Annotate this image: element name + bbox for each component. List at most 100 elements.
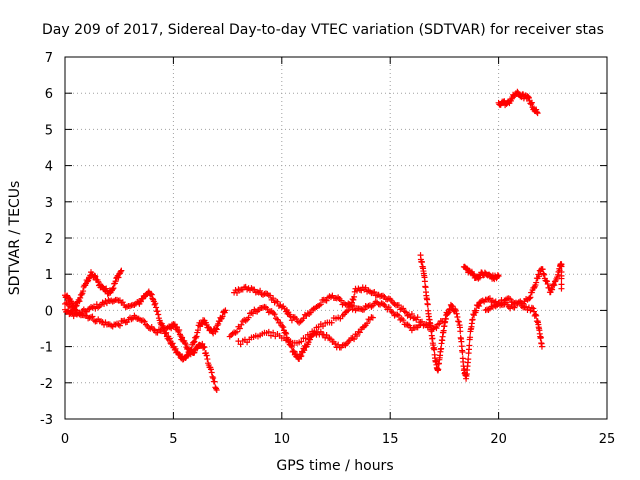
data-point (541, 271, 548, 278)
data-point (212, 384, 219, 391)
y-tick-label: -1 (40, 341, 53, 356)
data-point (103, 285, 110, 292)
data-point (379, 292, 386, 299)
data-point (273, 315, 280, 322)
data-point (351, 293, 358, 300)
data-point (317, 301, 324, 308)
data-point (80, 288, 87, 295)
data-point (257, 287, 264, 294)
y-tick-label: 0 (45, 304, 53, 319)
data-point (88, 314, 95, 321)
data-point (398, 315, 405, 322)
y-tick-label: 4 (45, 160, 53, 175)
x-tick-label: 20 (490, 432, 507, 447)
x-axis-label: GPS time / hours (276, 458, 393, 474)
data-point (532, 311, 539, 318)
data-point (351, 336, 358, 343)
data-point (238, 321, 245, 328)
data-point (108, 322, 115, 329)
y-tick-label: 6 (45, 87, 53, 102)
data-point (141, 318, 148, 325)
data-point (418, 318, 425, 325)
y-tick-label: 7 (45, 51, 53, 66)
data-point (290, 348, 297, 355)
data-point (201, 344, 208, 351)
data-point (148, 291, 155, 298)
data-point (438, 345, 445, 352)
y-tick-label: 1 (45, 268, 53, 283)
data-point (528, 101, 535, 108)
data-point (233, 289, 240, 296)
data-point (147, 290, 154, 297)
data-point (326, 335, 333, 342)
data-point (424, 301, 431, 308)
data-point (270, 295, 277, 302)
data-point (298, 338, 305, 345)
data-point (166, 335, 173, 342)
data-point (118, 267, 125, 274)
data-point (182, 341, 189, 348)
data-point (495, 273, 502, 280)
data-point (209, 373, 216, 380)
data-point (179, 334, 186, 341)
data-point (408, 311, 415, 318)
data-point (533, 109, 540, 116)
data-point (433, 325, 440, 332)
data-point (162, 330, 169, 337)
data-point (523, 303, 530, 310)
data-point (356, 329, 363, 336)
data-point (407, 314, 414, 321)
data-point (400, 317, 407, 324)
x-tick-labels: 0 5 10 15 20 25 (61, 432, 615, 447)
data-point (530, 305, 537, 312)
data-point (551, 282, 558, 289)
x-tick-label: 25 (599, 432, 616, 447)
series-trace-a (62, 267, 125, 311)
data-point (485, 306, 492, 313)
data-point (536, 273, 543, 280)
data-point (211, 378, 218, 385)
data-point (414, 314, 421, 321)
series-trace-c (62, 299, 220, 394)
series-trace-h (460, 263, 502, 283)
data-point (273, 298, 280, 305)
data-point (306, 331, 313, 338)
data-point (507, 296, 514, 303)
data-point (213, 385, 220, 392)
data-point (91, 272, 98, 279)
y-tick-label: 2 (45, 232, 53, 247)
data-point (115, 274, 122, 281)
data-point (280, 324, 287, 331)
data-point (242, 317, 249, 324)
data-point (435, 366, 442, 373)
data-point (466, 342, 473, 349)
data-point (328, 319, 335, 326)
data-point (445, 309, 452, 316)
data-point (369, 314, 376, 321)
data-point (152, 300, 159, 307)
data-point (282, 329, 289, 336)
data-point (395, 312, 402, 319)
data-point (345, 307, 352, 314)
data-point (92, 273, 99, 280)
grid (65, 57, 607, 419)
data-point (193, 333, 200, 340)
data-point (213, 387, 220, 394)
data-point (526, 295, 533, 302)
data-point (191, 349, 198, 356)
data-point (307, 309, 314, 316)
data-point (455, 318, 462, 325)
data-point (265, 328, 272, 335)
data-point (528, 99, 535, 106)
data-point (537, 334, 544, 341)
y-axis-label: SDTVAR / TECUs (7, 181, 23, 296)
x-tick-label: 15 (382, 432, 399, 447)
data-point (558, 285, 565, 292)
data-point (184, 345, 191, 352)
data-point (169, 340, 176, 347)
x-tick-label: 5 (169, 432, 177, 447)
data-point (311, 328, 318, 335)
data-point (549, 286, 556, 293)
data-point (293, 351, 300, 358)
data-point (453, 310, 460, 317)
